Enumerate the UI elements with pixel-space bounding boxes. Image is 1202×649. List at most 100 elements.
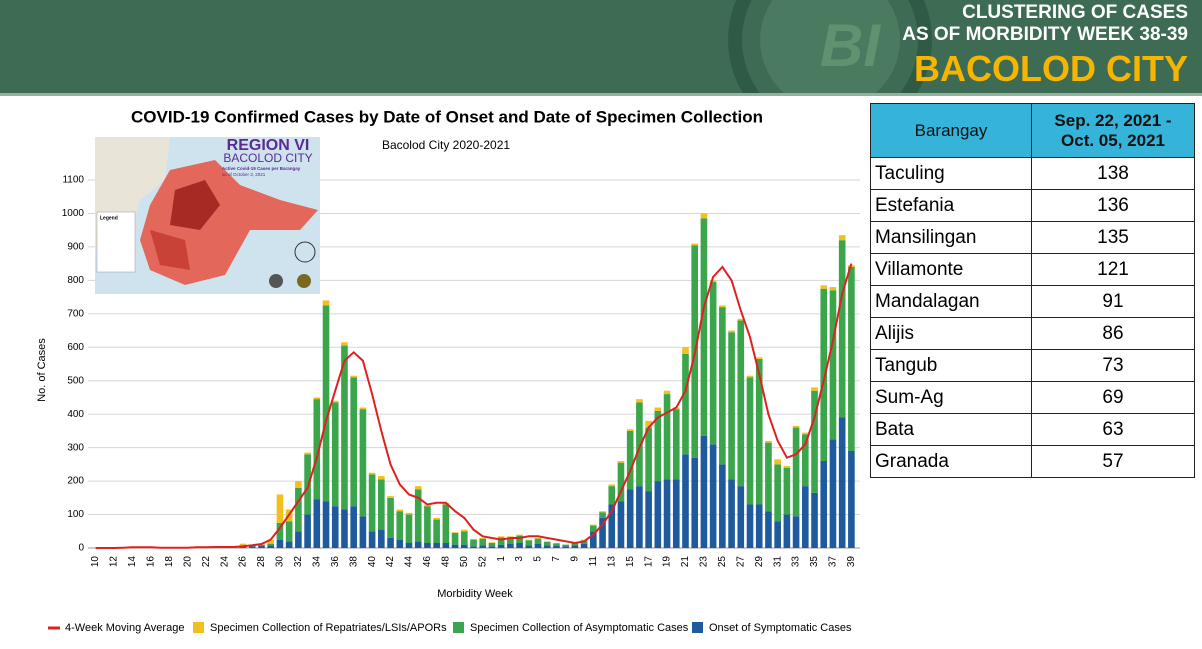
bar-segment [543,541,551,542]
bar-segment [516,542,523,548]
bar-segment [543,541,551,546]
x-tick-label: 42 [385,556,396,568]
bar-segment [626,489,634,548]
legend-label: Specimen Collection of Repatriates/LSIs/… [210,622,447,634]
header-line2: AS OF MORBIDITY WEEK 38-39 [902,24,1188,45]
x-tick-label: 28 [256,556,267,568]
bar-segment [396,509,404,512]
bar-segment [341,342,348,346]
bar-segment [562,544,569,547]
seal [269,274,283,288]
x-tick-label: 29 [754,556,765,568]
bar-segment [414,541,422,548]
case-count: 91 [1031,285,1195,318]
bar-segment [451,544,459,548]
bar-segment [755,358,763,505]
y-tick-label: 700 [67,308,84,319]
bar-segment [295,531,302,548]
case-count: 73 [1031,349,1195,382]
bar-segment [755,357,763,359]
table-row: Taculing 138 [870,157,1195,190]
bar-segment [359,516,367,548]
bar-segment [507,537,514,544]
bar-segment [479,537,487,539]
barangay-name: Granada [870,445,1032,478]
bar-segment [451,532,459,545]
bar-segment [553,543,560,546]
case-count: 121 [1031,253,1195,286]
bar-segment [737,486,745,548]
bar-segment [599,511,606,513]
bar-segment [313,397,321,400]
bar-segment [387,497,394,538]
bar-segment [442,504,450,543]
bar-segment [276,539,284,548]
bar-segment [691,243,699,246]
bar-segment [497,537,505,545]
bar-segment [414,489,422,542]
x-tick-label: 26 [238,556,249,568]
bar-segment [645,491,652,548]
x-tick-label: 16 [146,556,157,568]
bar-segment [350,377,357,507]
x-tick-label: 50 [459,556,470,568]
bar-segment [645,420,652,428]
bar-segment [765,511,772,548]
bar-segment [331,400,339,403]
bar-segment [663,394,671,480]
bar-segment [811,387,818,391]
y-tick-label: 600 [67,342,84,353]
bar-segment [507,543,514,548]
bar-segment [331,402,339,507]
bar-segment [433,542,440,548]
barangay-name: Bata [870,413,1032,446]
table-row: Granada 57 [870,445,1195,478]
x-tick-label: 14 [127,556,138,568]
bar-segment [820,461,828,548]
bar-segment [580,543,588,548]
bar-segment [709,444,717,548]
bar-segment [479,538,487,546]
bar-segment [599,517,606,548]
table-row: Bata 63 [870,413,1195,446]
x-tick-label: 1 [496,556,507,562]
x-tick-label: 34 [311,556,322,568]
bar-segment [617,501,625,548]
bar-segment [774,459,781,465]
bar-segment [792,425,800,428]
y-tick-label: 500 [67,375,84,386]
bar-segment [295,481,302,488]
bar-segment [700,435,708,548]
bar-segment [396,511,404,540]
bar-segment [829,287,837,291]
chart: COVID-19 Confirmed Cases by Date of Onse… [36,107,860,634]
bar-segment [479,545,487,548]
bar-segment [267,545,275,548]
bar-segment [304,514,311,548]
bar-segment [525,539,533,541]
x-tick-label: 32 [293,556,304,568]
x-tick-label: 7 [551,556,562,562]
bar-segment [719,305,726,308]
bar-segment [497,544,505,548]
bar-segment [774,464,781,522]
bar-segment [396,539,404,548]
moving-average-line [95,263,853,549]
column-header: Barangay [870,103,1032,158]
bar-segment [451,532,459,533]
bar-segment [525,540,533,546]
bar-segment [460,531,468,545]
table-row: Sum-Ag 69 [870,381,1195,414]
bar-segment [829,290,837,440]
map-subtitle: BACOLOD CITY [223,151,312,165]
bar-segment [525,545,533,548]
bar-segment [626,430,634,490]
map-region-dark [170,180,220,230]
bar-segment [368,474,376,532]
x-tick-label: 30 [275,556,286,568]
bar-segment [470,538,477,540]
bar-segment [746,377,754,505]
case-count: 69 [1031,381,1195,414]
bar-segment [424,542,431,548]
bar-segment [765,442,772,512]
